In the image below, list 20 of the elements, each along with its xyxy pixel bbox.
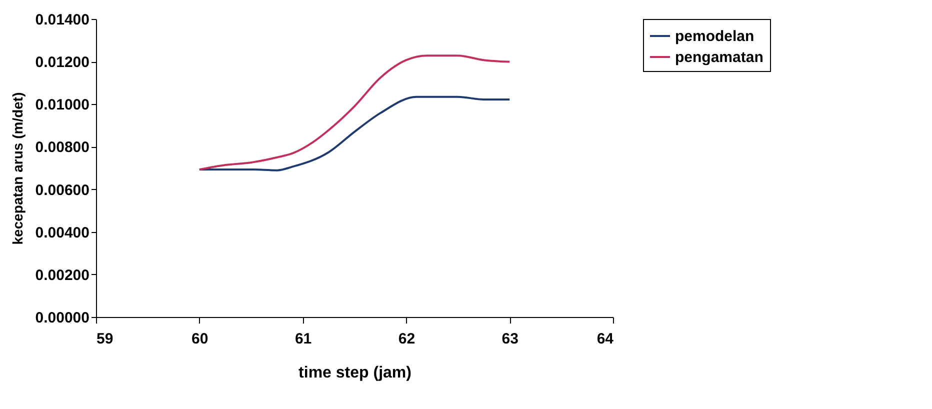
- line-series: [198, 96, 511, 172]
- x-axis-title: time step (jam): [298, 364, 412, 382]
- y-tick-label: 0.01000: [35, 96, 90, 114]
- x-tick-label: 61: [294, 330, 312, 348]
- legend-label: pemodelan: [675, 28, 754, 45]
- y-axis-title: kecepatan arus (m/det): [9, 92, 26, 245]
- x-tick-label: 60: [192, 330, 208, 348]
- y-tick-label: 0.00200: [35, 266, 90, 284]
- x-tick-label: 62: [398, 330, 416, 348]
- y-tick-label: 0.00600: [35, 182, 90, 199]
- y-tick-label: 0.00000: [35, 310, 90, 326]
- line-series: [198, 54, 511, 170]
- y-tick-label: 0.01200: [35, 54, 90, 72]
- x-tick-label: 63: [502, 330, 518, 348]
- y-tick-label: 0.00400: [35, 224, 90, 242]
- y-tick-label: 0.01400: [35, 12, 90, 28]
- x-tick-label: 64: [596, 330, 614, 348]
- y-tick-label: 0.00800: [35, 139, 90, 156]
- x-tick-label: 59: [96, 330, 114, 348]
- legend-label: pengamatan: [675, 49, 764, 66]
